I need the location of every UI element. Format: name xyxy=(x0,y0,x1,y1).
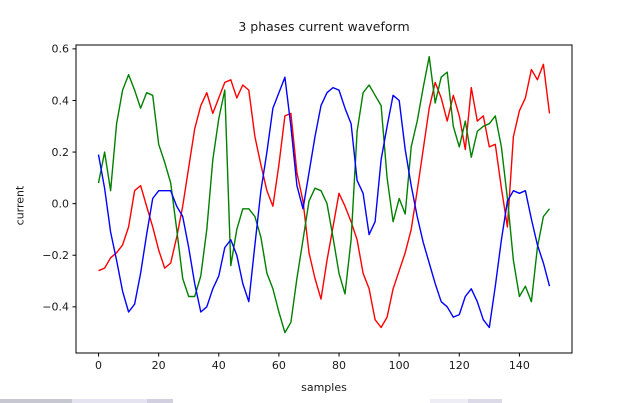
y-tick-label: 0.4 xyxy=(52,94,70,107)
bottom-edge-artifact xyxy=(468,399,502,403)
y-axis-label: current xyxy=(13,185,27,226)
bottom-edge-artifact xyxy=(430,399,468,403)
y-tick-label: 0.6 xyxy=(52,43,70,56)
series-line-3 xyxy=(97,76,551,329)
plot-area xyxy=(76,45,572,353)
x-tick-label: 20 xyxy=(152,359,166,372)
x-axis-label: samples xyxy=(301,381,347,394)
y-tick-label: 0.2 xyxy=(52,146,70,159)
series-line-2 xyxy=(97,55,551,334)
x-tick-label: 140 xyxy=(509,359,530,372)
axes-frame xyxy=(75,44,573,354)
x-tick-label: 80 xyxy=(332,359,346,372)
y-tick-label: −0.4 xyxy=(42,301,69,314)
y-tick-label: 0.0 xyxy=(52,197,70,210)
y-tick-label: −0.2 xyxy=(42,249,69,262)
bottom-edge-artifact xyxy=(147,399,173,403)
x-tick-label: 60 xyxy=(272,359,286,372)
series-line-1 xyxy=(98,63,551,329)
bottom-edge-artifact xyxy=(72,399,147,403)
x-tick-label: 40 xyxy=(212,359,226,372)
bottom-edge-artifact xyxy=(0,399,72,403)
x-tick-label: 120 xyxy=(449,359,470,372)
x-tick-label: 100 xyxy=(389,359,410,372)
chart-title: 3 phases current waveform xyxy=(238,19,410,34)
x-tick-label: 0 xyxy=(95,359,102,372)
